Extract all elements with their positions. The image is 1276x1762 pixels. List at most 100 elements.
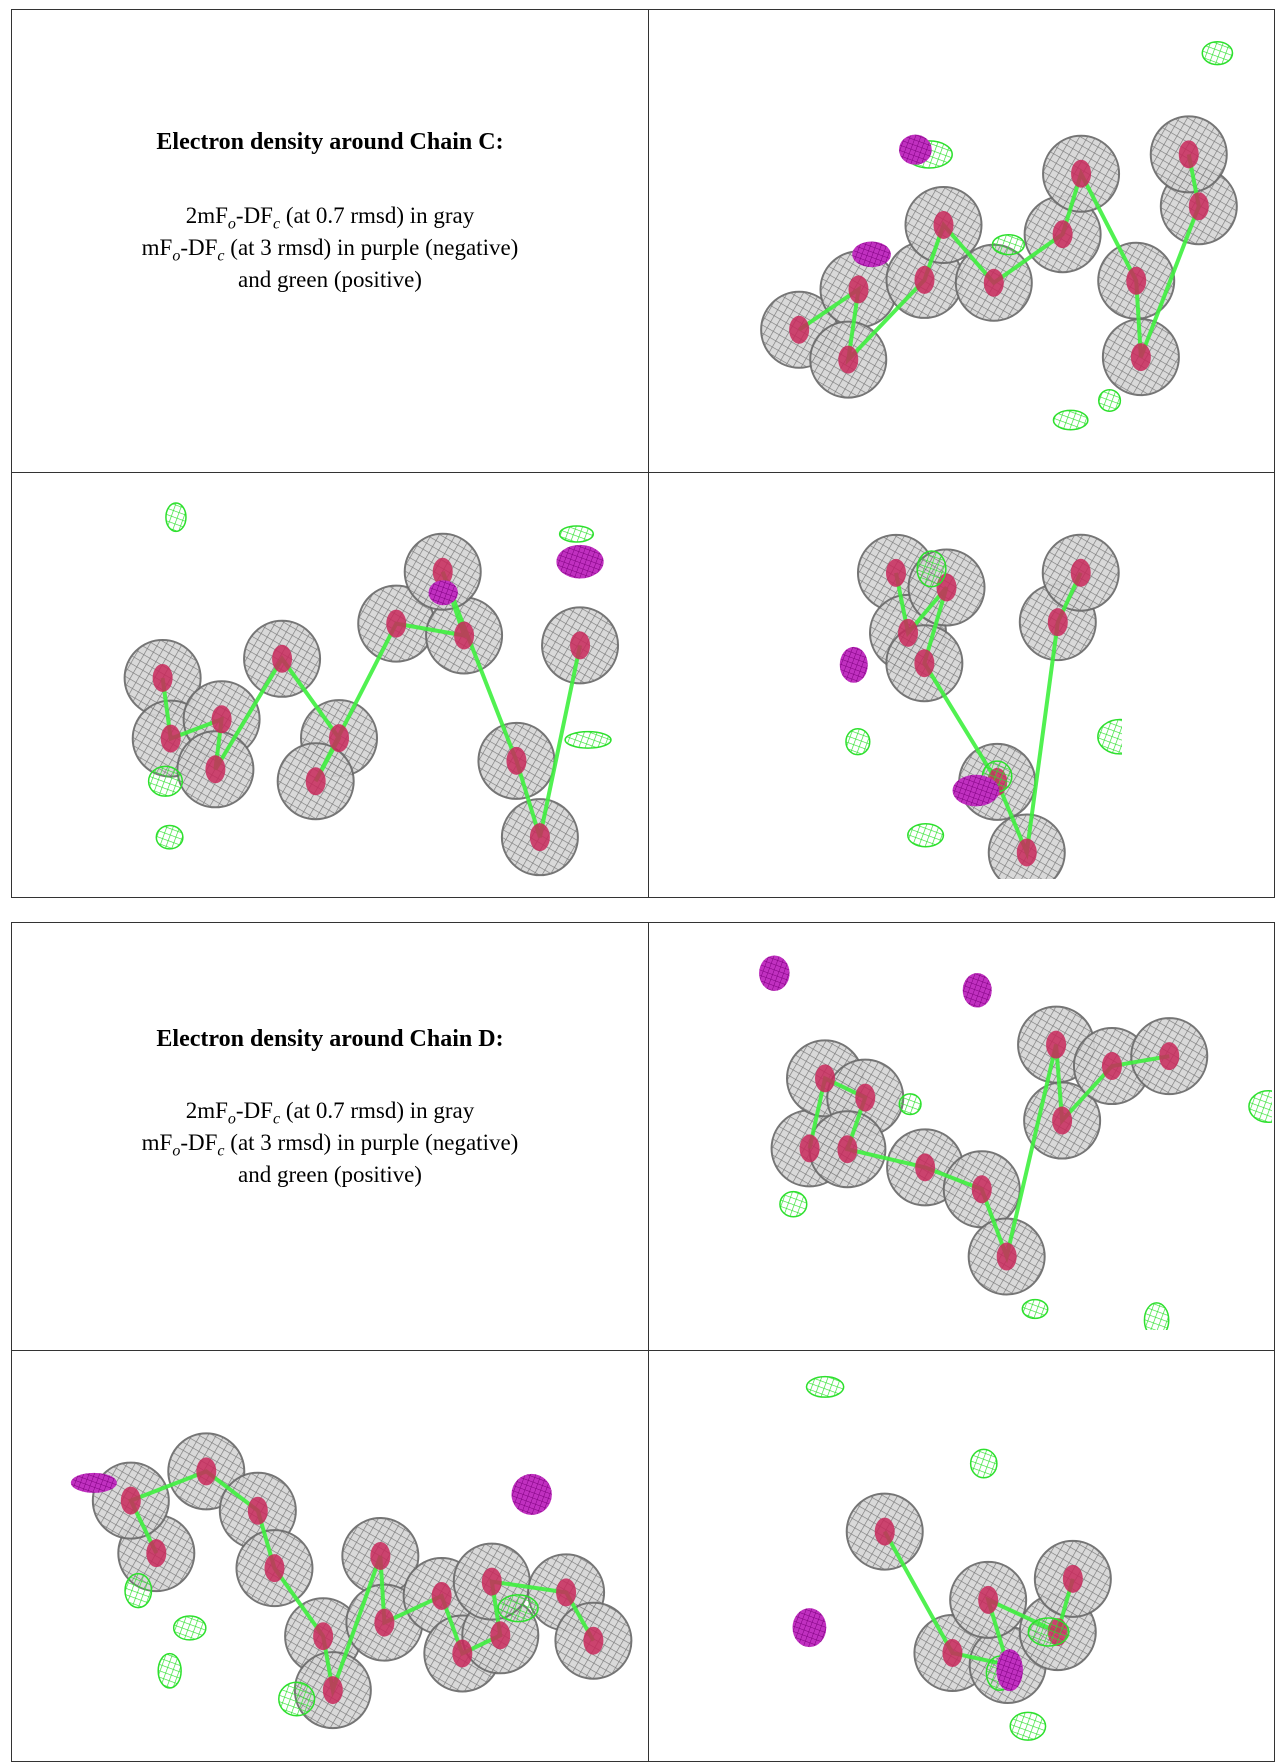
caption-text: (at 0.7 rmsd) in gray [280,1098,474,1123]
oxygen-atom [997,1243,1017,1271]
density-image [22,487,642,884]
oxygen-atom [1071,160,1091,188]
caption-text: and green (positive) [238,267,422,292]
oxygen-atom [848,275,868,303]
density-image [792,1370,1122,1743]
oxygen-atom [914,266,934,294]
oxygen-atom [153,664,173,692]
caption-text: -DF [180,235,217,260]
caption-text: 2mF [186,1098,228,1123]
oxygen-atom [1159,1042,1179,1070]
oxygen-atom [264,1554,284,1582]
oxygen-atom [583,1627,603,1655]
positive-density [917,551,946,587]
positive-density [174,1616,206,1640]
positive-density [498,1595,538,1622]
section-title: Electron density around Chain C: [12,129,648,156]
positive-density [971,1449,997,1477]
oxygen-atom [1071,559,1091,587]
oxygen-atom [1063,1565,1083,1593]
oxygen-atom [855,1084,875,1112]
negative-density [996,1649,1023,1691]
negative-density [511,1474,551,1515]
oxygen-atom [212,705,232,733]
table: Electron density around Chain D:2mFo-DFc… [11,922,1275,1762]
positive-density [780,1192,807,1217]
oxygen-atom [934,211,954,239]
oxygen-atom [452,1639,472,1667]
negative-density [852,242,891,268]
positive-density [565,732,611,748]
oxygen-atom [1179,140,1199,168]
oxygen-atom [161,725,181,753]
oxygen-atom [837,1135,857,1163]
positive-density [149,766,183,796]
positive-density [156,825,183,848]
oxygen-atom [886,559,906,587]
divider [12,472,1274,473]
density-image [672,943,1272,1330]
oxygen-atom [329,724,349,752]
oxygen-atom [506,747,526,775]
divider [648,923,649,1761]
oxygen-atom [978,1586,998,1614]
oxygen-atom [915,1153,935,1181]
oxygen-atom [313,1622,333,1650]
oxygen-atom [914,649,934,677]
oxygen-atom [482,1568,502,1596]
positive-density [1202,42,1232,65]
caption-text: mF [142,1130,173,1155]
positive-density [158,1654,181,1688]
oxygen-atom [800,1134,820,1162]
oxygen-atom [323,1676,343,1704]
section-title: Electron density around Chain D: [12,1026,648,1053]
negative-density [793,1608,827,1647]
oxygen-atom [146,1539,166,1567]
density-image [792,492,1122,879]
oxygen-atom [454,621,474,649]
oxygen-atom [1048,608,1068,636]
positive-density [1028,1618,1069,1646]
positive-density [1144,1303,1168,1330]
oxygen-atom [1053,220,1073,248]
negative-density [71,1473,117,1493]
positive-density [1099,390,1121,411]
oxygen-atom [490,1621,510,1649]
oxygen-atom [815,1064,835,1092]
caption-text: -DF [236,1098,273,1123]
caption-text: -DF [180,1130,217,1155]
positive-density [125,1574,151,1608]
oxygen-atom [1131,343,1151,371]
positive-density [166,503,186,531]
positive-density [1022,1300,1047,1319]
positive-density [1010,1712,1045,1740]
oxygen-atom [898,619,918,647]
oxygen-atom [972,1175,992,1203]
oxygen-atom [306,767,326,795]
caption-line: and green (positive) [12,264,648,296]
oxygen-atom [556,1578,576,1606]
positive-density [846,729,870,755]
positive-density [560,526,594,542]
oxygen-atom [196,1457,216,1485]
subscript: c [217,1143,224,1160]
divider [648,10,649,897]
caption-text: (at 3 rmsd) in purple (negative) [225,235,519,260]
negative-density [899,135,932,165]
oxygen-atom [1017,838,1037,866]
positive-density [1053,410,1087,429]
oxygen-atom [1102,1052,1122,1080]
caption-text: and green (positive) [238,1162,422,1187]
oxygen-atom [1189,192,1209,220]
caption-text: 2mF [186,203,228,228]
oxygen-atom [1046,1031,1066,1059]
oxygen-atom [875,1518,895,1546]
oxygen-atom [370,1542,390,1570]
table: Electron density around Chain C:2mFo-DFc… [11,9,1275,898]
oxygen-atom [530,823,550,851]
caption-line: and green (positive) [12,1159,648,1191]
oxygen-atom [205,755,225,783]
oxygen-atom [374,1609,394,1637]
density-image [672,30,1272,452]
oxygen-atom [432,1582,452,1610]
